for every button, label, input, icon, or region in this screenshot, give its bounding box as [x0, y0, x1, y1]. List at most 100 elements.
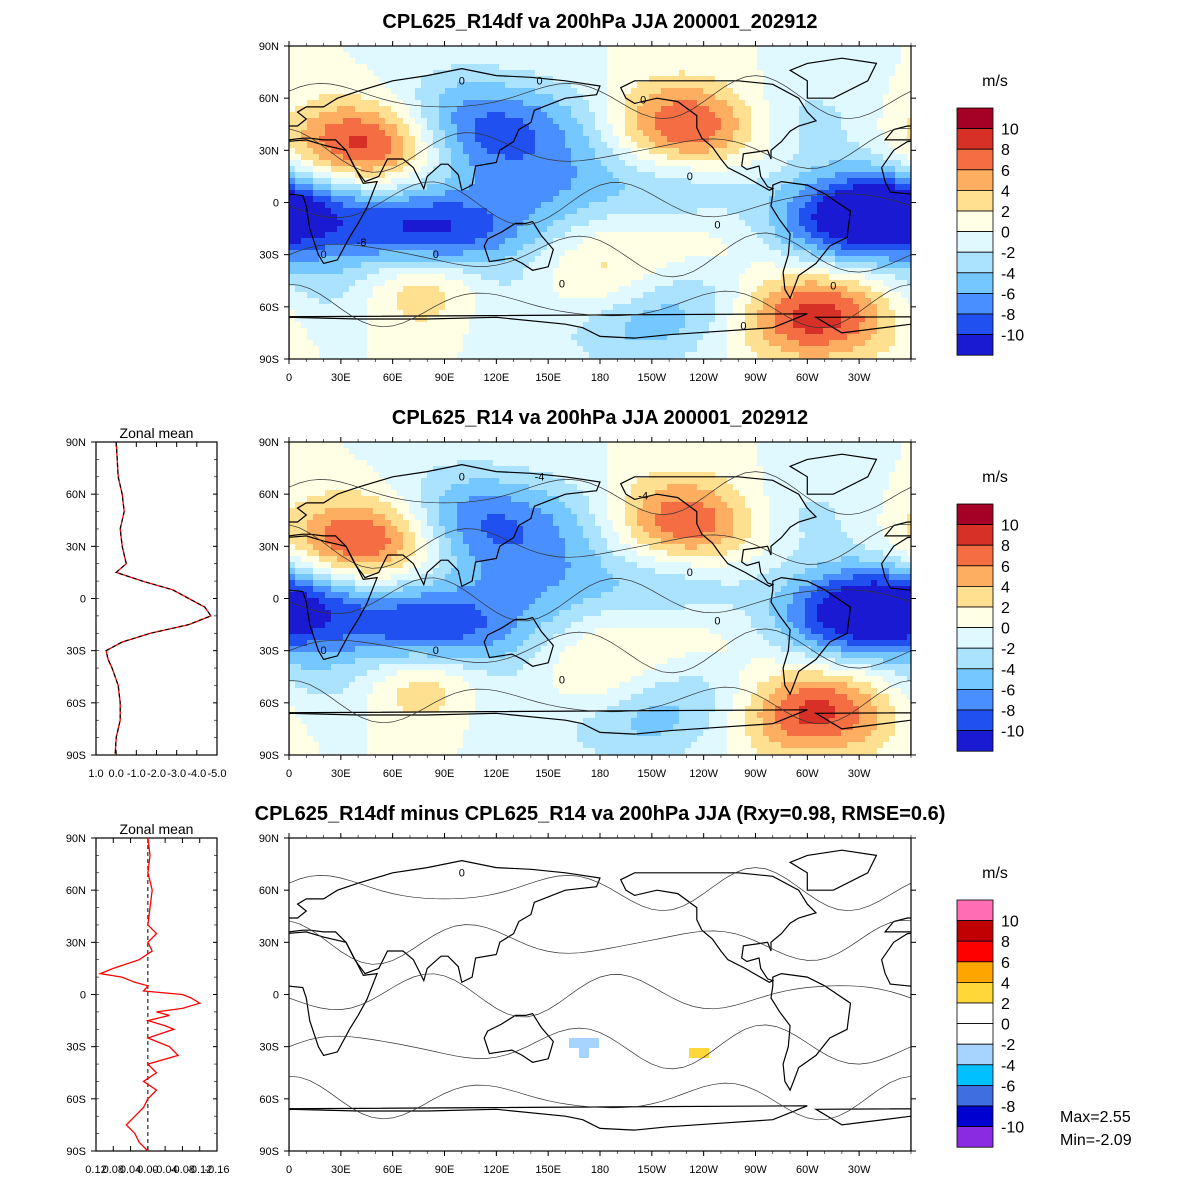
field-cell [877, 112, 884, 119]
field-cell [349, 238, 356, 245]
field-cell [697, 124, 704, 131]
field-cell [361, 268, 368, 275]
field-cell [421, 160, 428, 167]
field-cell [541, 274, 548, 281]
field-cell [499, 184, 506, 191]
field-cell [805, 292, 812, 299]
field-cell [895, 88, 902, 95]
field-cell [751, 136, 758, 143]
field-cell [853, 274, 860, 281]
field-cell [403, 220, 410, 227]
field-cell [865, 172, 872, 179]
field-cell [493, 124, 500, 131]
field-cell [607, 52, 614, 59]
field-cell [817, 304, 824, 311]
field-cell [547, 286, 554, 293]
field-cell [505, 292, 512, 299]
field-cell [907, 154, 911, 161]
field-cell [637, 100, 644, 107]
field-cell [541, 64, 548, 71]
field-cell [649, 238, 656, 245]
field-cell [355, 214, 362, 221]
field-cell [391, 232, 398, 239]
field-cell [673, 202, 680, 209]
field-cell [745, 304, 752, 311]
field-cell [763, 202, 770, 209]
field-cell [667, 244, 674, 251]
field-cell [889, 220, 896, 227]
field-cell [907, 208, 911, 215]
field-cell [901, 328, 908, 335]
field-cell [835, 262, 842, 269]
field-cell [511, 226, 518, 233]
field-cell [433, 172, 440, 179]
field-cell [811, 172, 818, 179]
field-cell [889, 316, 896, 323]
field-cell [463, 88, 470, 95]
field-cell [571, 70, 578, 77]
field-cell [337, 238, 344, 245]
field-cell [793, 172, 800, 179]
field-cell [355, 310, 362, 317]
field-cell [679, 262, 686, 269]
field-cell [823, 256, 830, 263]
field-cell [853, 280, 860, 287]
field-cell [907, 46, 911, 53]
field-cell [835, 268, 842, 275]
field-cell [835, 52, 842, 59]
field-cell [517, 172, 524, 179]
field-cell [799, 286, 806, 293]
field-cell [295, 106, 302, 113]
field-cell [427, 250, 434, 257]
field-cell [673, 274, 680, 281]
field-cell [757, 304, 764, 311]
field-cell [361, 82, 368, 89]
field-cell [469, 250, 476, 257]
field-cell [871, 310, 878, 317]
field-cell [373, 148, 380, 155]
field-cell [571, 124, 578, 131]
field-cell [835, 160, 842, 167]
field-cell [751, 208, 758, 215]
field-cell [607, 172, 614, 179]
field-cell [709, 118, 716, 125]
field-cell [397, 262, 404, 269]
field-cell [463, 172, 470, 179]
field-cell [481, 106, 488, 113]
field-cell [835, 166, 842, 173]
field-cell [487, 82, 494, 89]
field-cell [829, 118, 836, 125]
field-cell [889, 64, 896, 71]
field-cell [733, 202, 740, 209]
field-cell [427, 58, 434, 65]
field-cell [499, 274, 506, 281]
field-cell [523, 214, 530, 221]
field-cell [811, 88, 818, 95]
field-cell [655, 304, 662, 311]
field-cell [859, 298, 866, 305]
field-cell [703, 124, 710, 131]
field-cell [619, 268, 626, 275]
field-cell [403, 52, 410, 59]
field-cell [889, 100, 896, 107]
field-cell [493, 280, 500, 287]
field-cell [589, 238, 596, 245]
field-cell [895, 160, 902, 167]
field-cell [499, 208, 506, 215]
field-cell [373, 124, 380, 131]
field-cell [661, 166, 668, 173]
field-cell [697, 70, 704, 77]
field-cell [367, 214, 374, 221]
field-cell [631, 220, 638, 227]
field-cell [829, 142, 836, 149]
field-cell [667, 256, 674, 263]
field-cell [451, 184, 458, 191]
field-cell [757, 70, 764, 77]
field-cell [667, 292, 674, 299]
field-cell [427, 88, 434, 95]
field-cell [691, 304, 698, 311]
field-cell [697, 316, 704, 323]
field-cell [817, 106, 824, 113]
field-cell [391, 256, 398, 263]
field-cell [391, 250, 398, 257]
